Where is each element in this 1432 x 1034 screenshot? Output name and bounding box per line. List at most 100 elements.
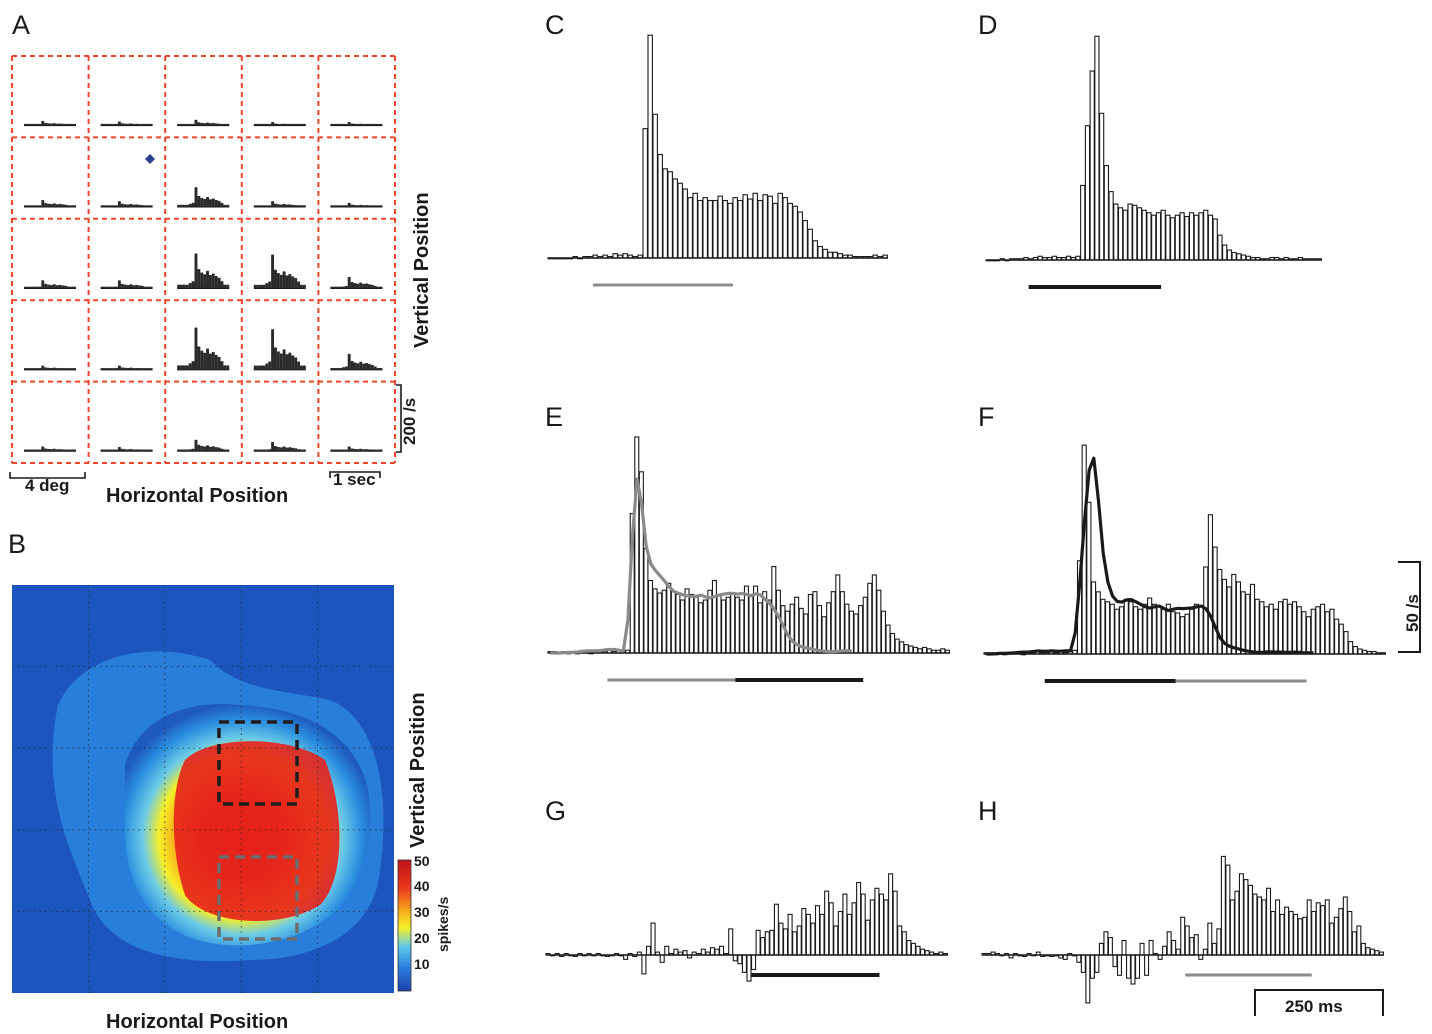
mini-psth-bar bbox=[26, 123, 30, 126]
psth-bar bbox=[1144, 954, 1150, 976]
psth-bar bbox=[1086, 501, 1092, 655]
psth-bar bbox=[698, 602, 704, 654]
mini-psth-bar bbox=[138, 285, 142, 289]
psth-bar bbox=[807, 228, 813, 259]
mini-psth-bar bbox=[180, 365, 183, 370]
panel-h-psth bbox=[981, 855, 1384, 1004]
mini-psth-bar bbox=[112, 123, 116, 126]
psth-bar bbox=[1175, 948, 1181, 956]
mini-psth-bar bbox=[367, 205, 371, 207]
mini-psth-bar bbox=[103, 286, 107, 289]
mini-psth-bar bbox=[285, 275, 289, 289]
psth-bar bbox=[1089, 954, 1095, 979]
mini-psth-bar bbox=[300, 205, 303, 207]
psth-bar bbox=[1216, 928, 1222, 956]
mini-psth-bar bbox=[291, 204, 295, 207]
psth-bar bbox=[1174, 214, 1180, 261]
psth-bar bbox=[1220, 855, 1226, 956]
mini-psth-bar bbox=[276, 123, 280, 126]
psth-bar bbox=[1261, 899, 1267, 956]
mini-psth-bar bbox=[285, 447, 289, 451]
psth-bar bbox=[871, 574, 877, 654]
mini-psth-bar bbox=[100, 205, 104, 207]
mini-psth-bar bbox=[149, 205, 153, 207]
panel-g-psth bbox=[545, 873, 948, 982]
mini-psth-bar bbox=[274, 203, 277, 207]
mini-psth-bar bbox=[347, 353, 351, 370]
mini-psth-bar bbox=[106, 286, 110, 289]
mini-psth-bar bbox=[143, 205, 147, 207]
psth-bar bbox=[792, 205, 798, 259]
mini-psth-bar bbox=[44, 283, 48, 289]
heatmap-core bbox=[173, 741, 340, 922]
mini-psth-bar bbox=[276, 204, 280, 207]
psth-bar bbox=[874, 887, 880, 956]
mini-psth-bar bbox=[138, 368, 142, 370]
mini-psth-bar bbox=[279, 123, 283, 126]
scale-bar-rate-right bbox=[1398, 561, 1421, 653]
mini-psth-bar bbox=[67, 205, 71, 207]
mini-psth-bar bbox=[268, 123, 272, 126]
psth-bar bbox=[659, 954, 665, 963]
mini-psth-bar bbox=[109, 368, 113, 370]
mini-psth-bar bbox=[265, 283, 269, 289]
scale-label-time-a: 1 sec bbox=[333, 470, 376, 489]
psth-bar bbox=[844, 603, 850, 654]
mini-psth-bar bbox=[103, 205, 107, 207]
mini-psth-bar bbox=[41, 280, 45, 289]
psth-bar bbox=[1139, 942, 1145, 956]
mini-psth-bar bbox=[330, 368, 334, 370]
mini-psth-bar bbox=[291, 123, 295, 126]
psth-bar bbox=[1247, 884, 1253, 956]
mini-psth-bar bbox=[120, 448, 124, 451]
mini-psth-bar bbox=[373, 205, 377, 207]
mini-psth-bar bbox=[220, 448, 224, 451]
panel-a-ylabel: Vertical Position bbox=[411, 192, 433, 348]
psth-bar bbox=[1226, 249, 1233, 261]
psth-bar bbox=[1155, 212, 1162, 261]
psth-bar bbox=[1142, 603, 1148, 655]
mini-psth-bar bbox=[180, 204, 183, 207]
mini-psth-bar bbox=[282, 204, 286, 207]
psth-bar bbox=[1128, 601, 1134, 655]
mini-psth-bar bbox=[336, 449, 340, 451]
psth-bar bbox=[1324, 611, 1330, 655]
mini-psth-bar bbox=[32, 449, 36, 451]
psth-bar bbox=[1212, 218, 1218, 261]
mini-psth-bar bbox=[143, 368, 147, 370]
mini-psth-bar bbox=[70, 449, 74, 451]
mini-psth-bar bbox=[294, 448, 298, 451]
mini-psth-bar bbox=[353, 362, 357, 370]
mini-psth-bar bbox=[268, 449, 272, 451]
mini-psth-bar bbox=[344, 366, 348, 370]
mini-psth-bar bbox=[347, 122, 351, 126]
psth-bar bbox=[1238, 873, 1244, 956]
psth-bar bbox=[1165, 214, 1171, 261]
mini-psth-bar bbox=[191, 448, 195, 451]
mini-psth-bar bbox=[220, 202, 224, 207]
psth-bar bbox=[787, 202, 793, 259]
mini-psth-bar bbox=[135, 449, 139, 451]
mini-psth-bar bbox=[141, 449, 144, 451]
psth-bar bbox=[1151, 603, 1157, 655]
psth-bar bbox=[822, 248, 828, 259]
mini-psth-bar bbox=[208, 353, 212, 370]
psth-bar bbox=[1166, 931, 1172, 956]
psth-bar bbox=[915, 945, 921, 956]
psth-bar bbox=[1189, 608, 1195, 655]
psth-bar bbox=[782, 197, 788, 259]
psth-bar bbox=[1160, 209, 1166, 261]
mini-psth-bar bbox=[294, 278, 298, 289]
psth-bar bbox=[1222, 244, 1228, 261]
mini-psth-bar bbox=[50, 285, 53, 289]
mini-psth-bar bbox=[129, 367, 133, 370]
colorbar-label: spikes/s bbox=[435, 897, 451, 952]
psth-bar bbox=[747, 198, 753, 259]
psth-bar bbox=[862, 596, 868, 654]
mini-psth-bar bbox=[135, 204, 139, 207]
mini-psth-bar bbox=[359, 123, 363, 126]
psth-bar bbox=[1211, 942, 1217, 956]
psth-bar bbox=[714, 948, 720, 956]
psth-bar bbox=[1288, 910, 1294, 956]
colorbar-tick-40: 40 bbox=[414, 878, 430, 894]
